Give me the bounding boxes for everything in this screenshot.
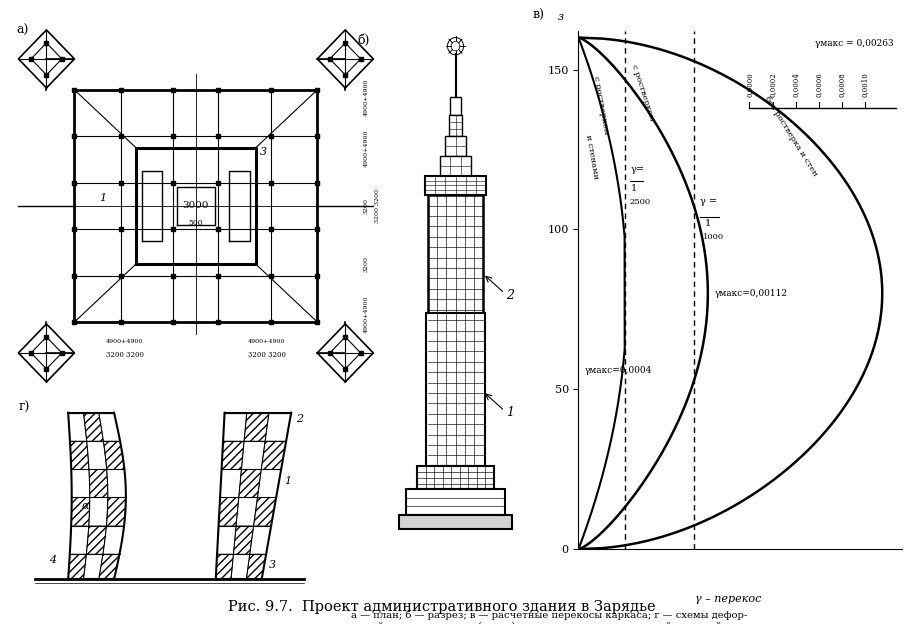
Text: 1: 1 <box>507 406 515 419</box>
Text: 3200: 3200 <box>364 198 369 214</box>
Text: γмакс = 0,00263: γмакс = 0,00263 <box>815 39 894 49</box>
Text: 0,0000: 0,0000 <box>745 72 753 97</box>
Text: α: α <box>81 501 89 511</box>
Text: 0,0010: 0,0010 <box>861 72 869 97</box>
Text: а): а) <box>16 24 29 37</box>
Text: 4900+4900: 4900+4900 <box>107 339 144 344</box>
FancyBboxPatch shape <box>425 175 486 195</box>
Text: Рис. 9.7.  Проект административного здания в Зарядье: Рис. 9.7. Проект административного здани… <box>228 600 656 614</box>
Text: с ростверком: с ростверком <box>592 76 610 135</box>
FancyBboxPatch shape <box>449 115 462 137</box>
Text: γ=: γ= <box>630 165 644 174</box>
Text: 1: 1 <box>630 184 637 193</box>
Text: 0,0008: 0,0008 <box>838 72 845 97</box>
Text: 0,0004: 0,0004 <box>792 72 800 97</box>
Text: 4900+4900: 4900+4900 <box>364 79 369 116</box>
Text: 4900+4900: 4900+4900 <box>364 296 369 333</box>
Text: 3200 3200: 3200 3200 <box>375 189 380 223</box>
Text: 4900+4900: 4900+4900 <box>248 339 285 344</box>
Text: 2500: 2500 <box>630 198 650 206</box>
Text: 1: 1 <box>99 193 106 203</box>
Text: 1: 1 <box>284 475 292 485</box>
Text: 4: 4 <box>49 555 56 565</box>
Text: г): г) <box>19 401 30 414</box>
Text: в): в) <box>532 9 544 22</box>
FancyBboxPatch shape <box>406 489 505 515</box>
Text: и стенами: и стенами <box>584 134 600 179</box>
Text: γ – перекос: γ – перекос <box>695 594 762 604</box>
Text: 3000: 3000 <box>182 202 210 210</box>
FancyBboxPatch shape <box>417 466 494 489</box>
Text: 2: 2 <box>507 289 515 302</box>
Text: а — план; б — разрез; в — расчетные перекосы каркаса; г — схемы дефор-
маций рам: а — план; б — разрез; в — расчетные пере… <box>351 610 758 624</box>
Text: 0,0006: 0,0006 <box>814 72 823 97</box>
Text: 3: 3 <box>260 147 267 157</box>
Text: 3200: 3200 <box>364 256 369 272</box>
FancyBboxPatch shape <box>425 313 486 466</box>
FancyBboxPatch shape <box>445 137 466 156</box>
FancyBboxPatch shape <box>428 195 483 466</box>
Text: 3: 3 <box>269 560 276 570</box>
Text: б): б) <box>357 34 370 47</box>
Text: 4900+4900: 4900+4900 <box>364 129 369 167</box>
FancyBboxPatch shape <box>450 97 461 115</box>
FancyBboxPatch shape <box>440 156 471 175</box>
Text: без ростверка и стен: без ростверка и стен <box>763 95 819 178</box>
FancyBboxPatch shape <box>399 515 512 529</box>
Text: 500: 500 <box>189 219 203 227</box>
Text: 1: 1 <box>705 219 711 228</box>
Text: γ =: γ = <box>700 197 717 206</box>
Text: 0,0002: 0,0002 <box>769 72 776 97</box>
Text: γмакс=0,00112: γмакс=0,00112 <box>715 289 788 298</box>
Text: 3200 3200: 3200 3200 <box>106 351 144 359</box>
Text: 1000: 1000 <box>703 233 724 241</box>
Text: 2: 2 <box>296 414 303 424</box>
Text: γмакс=0,0004: γмакс=0,0004 <box>584 366 651 374</box>
Text: з: з <box>558 12 564 22</box>
Text: 3200 3200: 3200 3200 <box>248 351 286 359</box>
Text: с ростверком: с ростверком <box>630 63 656 122</box>
